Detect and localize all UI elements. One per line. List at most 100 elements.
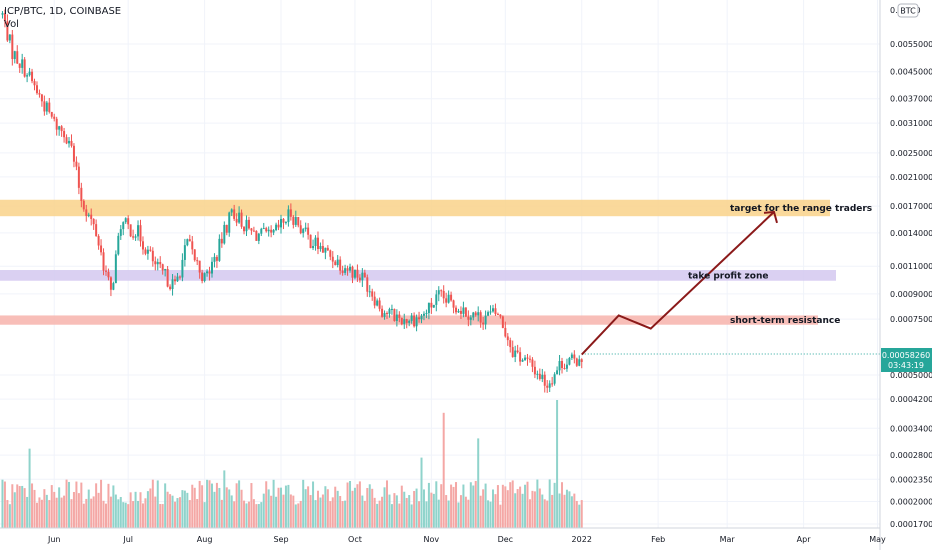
volume-bar <box>378 500 381 528</box>
volume-bar <box>474 480 477 528</box>
volume-bar <box>97 492 100 528</box>
candle-body <box>339 259 342 271</box>
candle-body <box>578 359 581 366</box>
candle-body <box>511 347 514 357</box>
volume-bar <box>178 497 181 528</box>
volume-bar <box>50 485 53 528</box>
candle-body <box>521 360 524 362</box>
candle-body <box>3 13 6 22</box>
volume-bar <box>565 489 568 528</box>
volume-bar <box>139 492 142 528</box>
candle-body <box>487 312 490 316</box>
candle-body <box>331 256 334 262</box>
volume-bar <box>422 489 425 528</box>
volume-bar <box>575 500 578 528</box>
volume-bar <box>521 493 524 528</box>
candle-body <box>398 314 401 318</box>
candle-body <box>551 383 554 385</box>
candle-body <box>196 260 199 262</box>
candle-body <box>408 320 411 323</box>
volume-bar <box>218 487 221 528</box>
volume-bar <box>563 494 566 528</box>
volume-bar <box>63 495 66 528</box>
volume-bar <box>201 485 204 528</box>
candle-body <box>191 241 194 250</box>
volume-bar <box>107 483 110 528</box>
volume-bar <box>151 479 154 528</box>
candle-body <box>499 314 502 317</box>
candle-body <box>378 300 381 309</box>
candle-body <box>28 71 31 76</box>
annotation-label: take profit zone <box>688 271 768 281</box>
volume-bar <box>556 400 559 528</box>
volume-bar <box>176 498 179 528</box>
candle-body <box>351 266 354 278</box>
candle-body <box>287 209 290 223</box>
candle-body <box>141 241 144 250</box>
volume-bar <box>289 494 292 528</box>
volume-bar <box>33 489 36 528</box>
volume-bar <box>519 486 522 528</box>
volume-bar <box>146 491 149 528</box>
candle-body <box>494 308 497 314</box>
volume-bar <box>257 504 260 528</box>
volume-bar <box>309 495 312 528</box>
volume-bar <box>524 484 527 528</box>
x-axis[interactable]: Jun Jul Aug Sep Oct Nov Dec 2022 Feb Mar Apr May <box>47 535 886 544</box>
volume-bar <box>509 482 512 528</box>
volume-bar <box>528 499 531 528</box>
candle-body <box>68 140 71 144</box>
volume-bar <box>307 486 310 528</box>
candle-body <box>469 317 472 320</box>
volume-bar <box>506 490 509 528</box>
volume-bar <box>395 495 398 528</box>
volume-bar <box>193 487 196 528</box>
candle-body <box>334 261 337 266</box>
volume-bar <box>496 485 499 528</box>
volume-bar <box>238 480 241 528</box>
candle-body <box>72 145 75 162</box>
candle-body <box>393 308 396 321</box>
candle-body <box>536 373 539 375</box>
candle-body <box>509 340 512 348</box>
volume-bar <box>341 501 344 528</box>
candle-body <box>415 317 418 327</box>
volume-bar <box>35 502 38 528</box>
candle-body <box>265 228 268 232</box>
volume-bar <box>331 497 334 528</box>
candle-body <box>430 302 433 308</box>
volume-bar <box>28 448 31 528</box>
volume-bar <box>87 489 90 528</box>
x-tick-label: Dec <box>498 535 513 544</box>
volume-bar <box>573 493 576 528</box>
volume-bar <box>102 500 105 528</box>
x-tick-label: Jul <box>122 535 133 544</box>
candle-body <box>363 272 366 278</box>
x-tick-label: Nov <box>424 535 440 544</box>
volume-bar <box>553 482 556 528</box>
candle-body <box>410 315 413 321</box>
candle-body <box>381 308 384 317</box>
volume-bar <box>299 500 302 528</box>
candle-body <box>270 229 273 233</box>
volume-bar <box>334 486 337 528</box>
volume-bar <box>356 484 359 528</box>
volume-bar <box>287 484 290 528</box>
candle-body <box>75 161 78 167</box>
candle-body <box>528 358 531 360</box>
unit-badge[interactable]: BTC <box>897 3 919 18</box>
candle-body <box>418 317 421 320</box>
candle-body <box>455 307 458 313</box>
volume-bar <box>159 504 162 528</box>
volume-bar <box>13 492 16 528</box>
volume-bar <box>18 486 21 528</box>
volume-bar <box>501 484 504 528</box>
volume-bar <box>388 494 391 528</box>
chart-title: ICP/BTC, 1D, COINBASE <box>4 6 122 17</box>
candle-body <box>164 268 167 271</box>
